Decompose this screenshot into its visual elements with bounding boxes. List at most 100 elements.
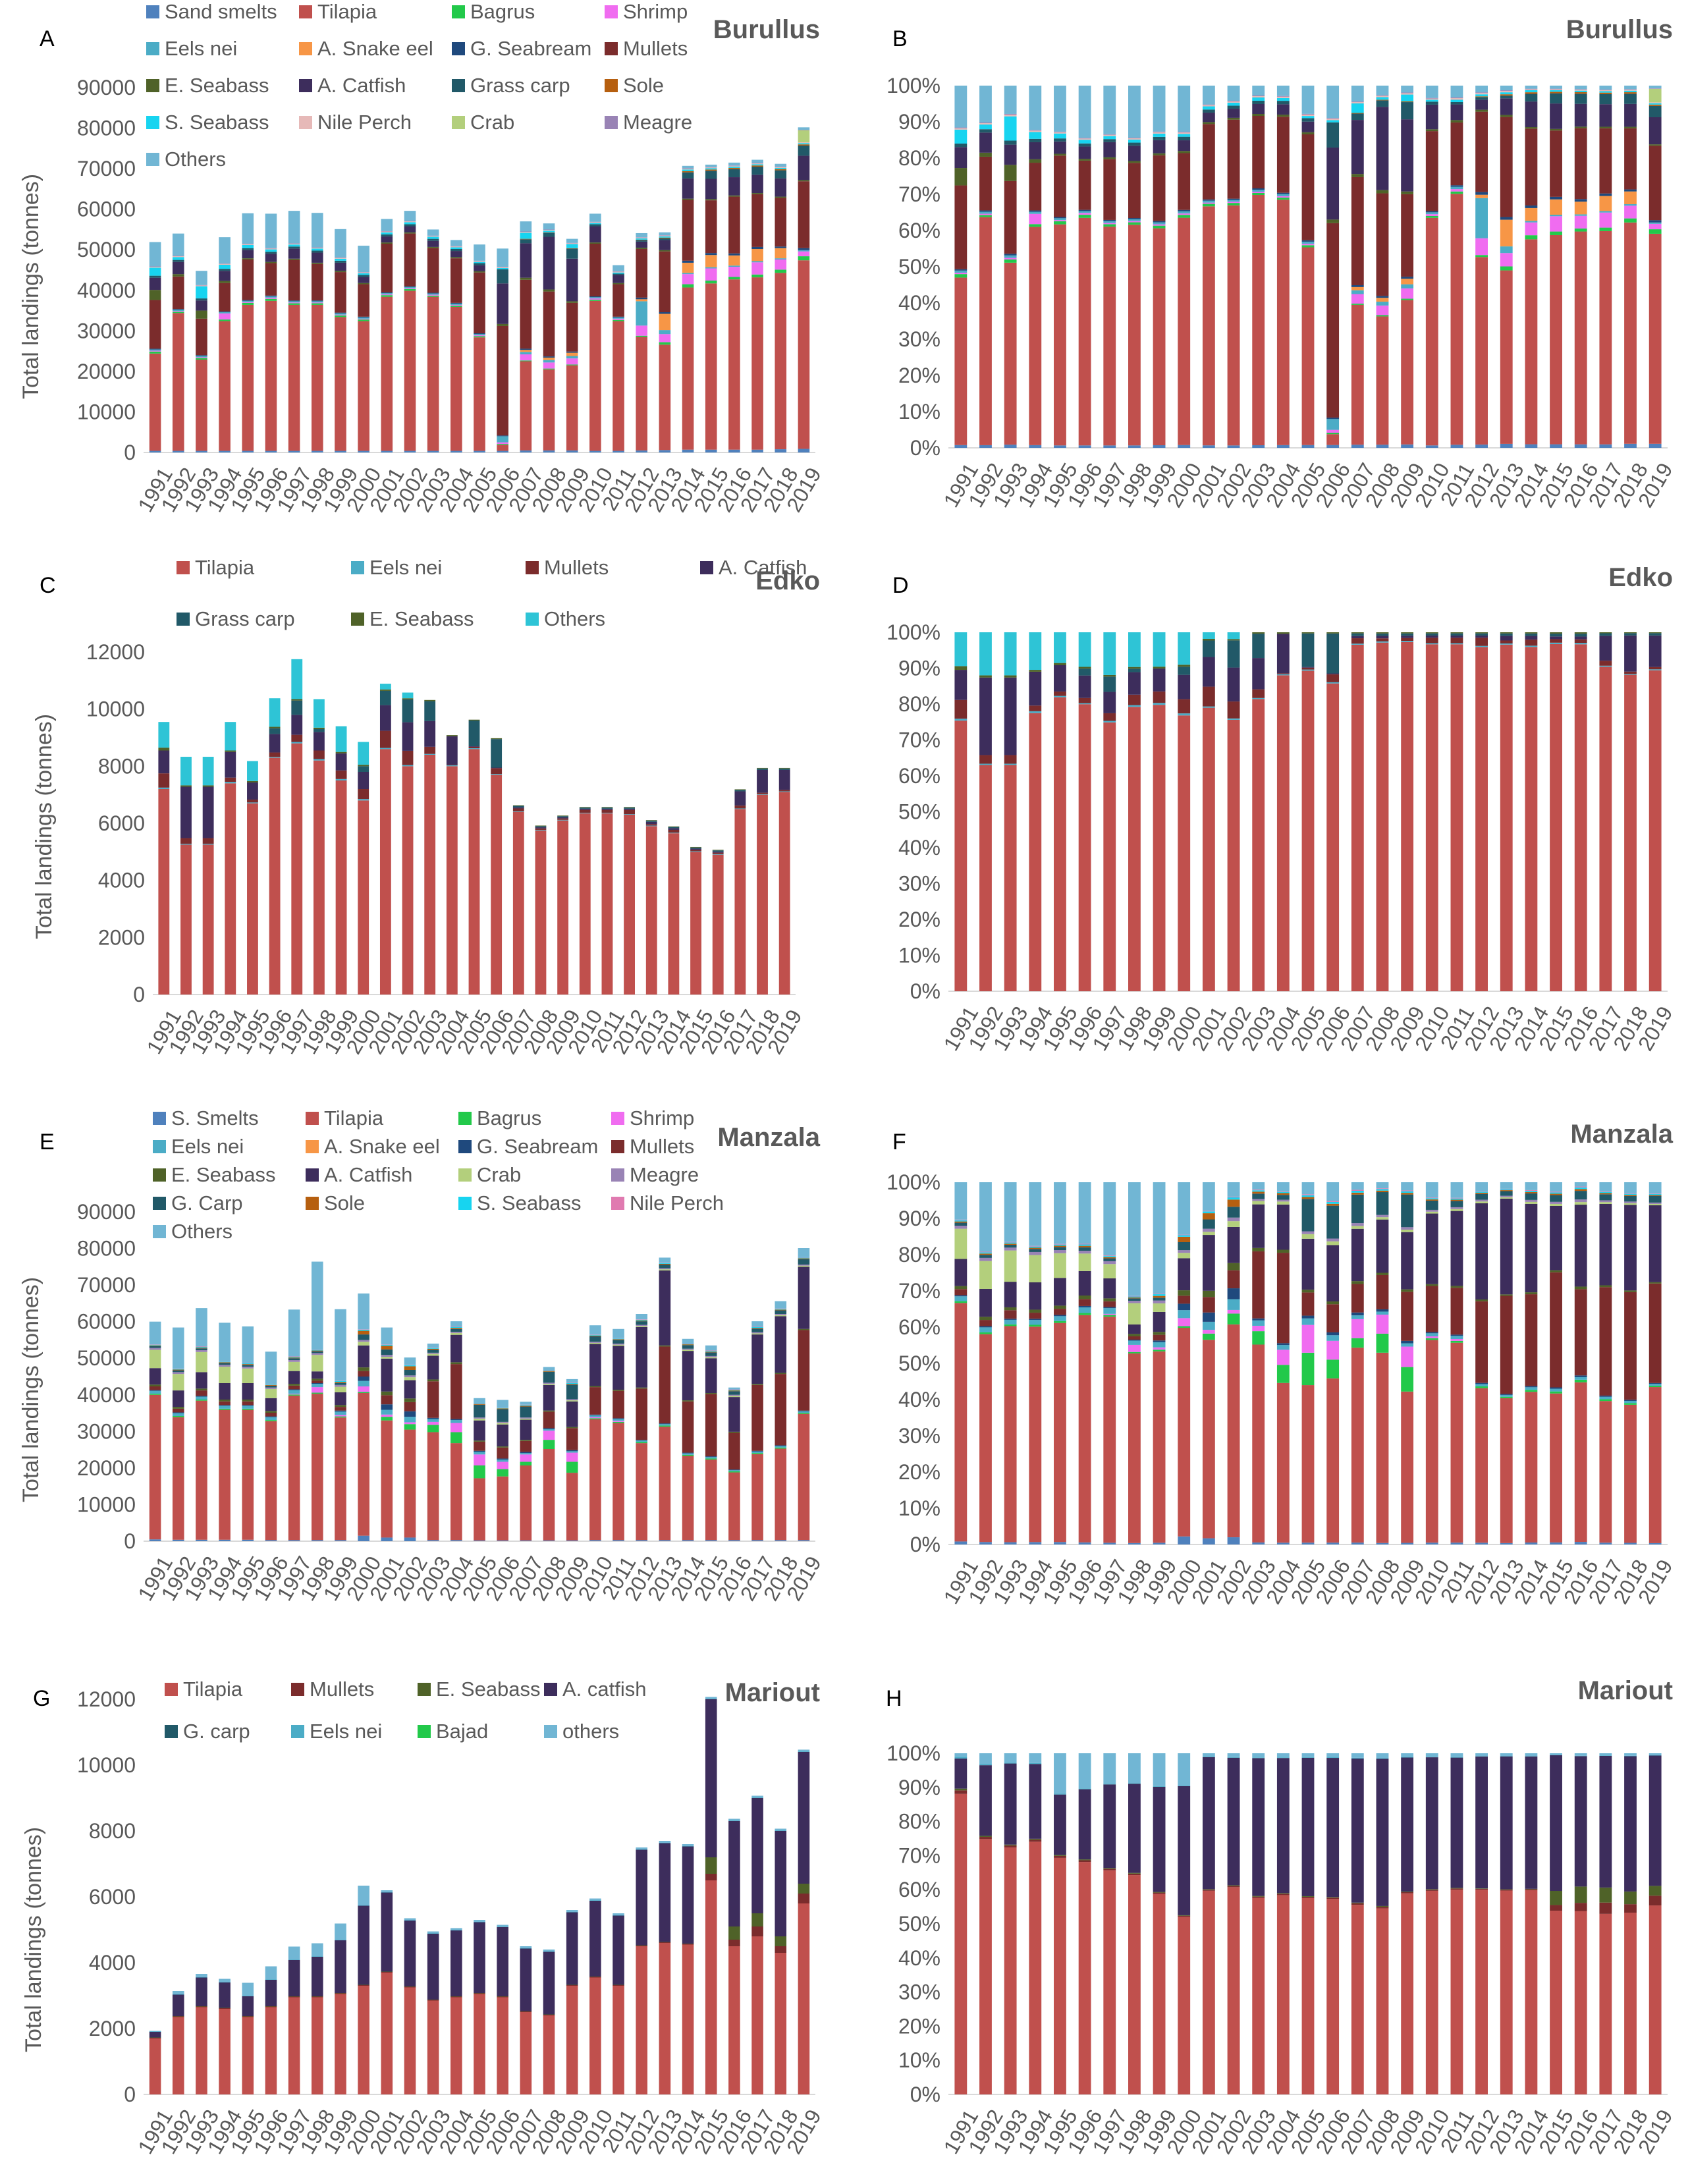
bar-segment	[979, 156, 992, 211]
bar-segment	[1227, 86, 1240, 101]
bar-segment	[1178, 1917, 1191, 2094]
bar-segment	[1078, 215, 1091, 218]
bar-segment	[1054, 221, 1066, 225]
bar-segment	[1276, 1191, 1290, 1193]
bar-stack-1994	[1029, 1753, 1042, 2094]
bar-stack-2008	[1376, 1182, 1389, 1544]
bar-segment	[497, 1458, 508, 1460]
bar-segment	[1599, 227, 1612, 231]
bar-segment	[1624, 222, 1637, 444]
bar-segment	[751, 1334, 763, 1384]
bar-segment	[636, 1849, 647, 1850]
bar-segment	[1475, 92, 1488, 94]
bar-segment	[954, 719, 968, 721]
bar-segment	[1624, 443, 1637, 448]
bar-segment	[427, 1425, 439, 1433]
bar-segment	[589, 1418, 601, 1419]
bar-segment	[728, 162, 740, 166]
bar-segment	[1054, 445, 1066, 448]
bar-segment	[1178, 667, 1191, 675]
bar-segment	[313, 760, 325, 995]
bar-segment	[535, 828, 547, 830]
bar-segment	[520, 1404, 532, 1406]
bar-segment	[589, 221, 601, 223]
bar-segment	[196, 286, 207, 299]
bar-segment	[979, 1253, 992, 1255]
bar-segment	[335, 770, 347, 779]
bar-segment	[1103, 721, 1116, 723]
y-tick-label: 70000	[77, 1273, 136, 1297]
bar-segment	[1550, 89, 1562, 90]
bar-segment	[1227, 1757, 1240, 1758]
bar-segment	[1252, 1191, 1265, 1194]
bar-segment	[1252, 699, 1265, 991]
bar-segment	[1004, 445, 1017, 448]
bar-segment	[1401, 1232, 1414, 1290]
bar-segment	[381, 1973, 393, 2094]
bar-segment	[312, 1384, 323, 1388]
bar-segment	[1227, 205, 1240, 446]
lake-title: Mariout	[725, 1678, 820, 1707]
bar-segment	[1178, 1296, 1191, 1304]
bar-segment	[1649, 1387, 1662, 1543]
bar-segment	[1227, 1885, 1240, 1886]
bar-segment	[1425, 1338, 1438, 1340]
bar-segment	[682, 287, 694, 450]
bar-segment	[1178, 1327, 1191, 1537]
bar-segment	[1276, 96, 1290, 97]
bar-segment	[1500, 443, 1513, 448]
bar-segment	[1574, 632, 1587, 634]
bar-segment	[312, 1355, 323, 1372]
legend-entry: A. Catfish	[317, 74, 406, 97]
bar-segment	[196, 355, 207, 356]
bar-segment	[1326, 122, 1340, 148]
bar-stack-2006	[491, 738, 503, 995]
bar-segment	[659, 314, 671, 331]
bar-segment	[775, 170, 787, 178]
bar-segment	[682, 1453, 694, 1455]
bar-segment	[1475, 86, 1488, 93]
bar-segment	[1178, 153, 1191, 210]
bar-segment	[1301, 113, 1315, 115]
bar-segment	[1351, 1759, 1364, 1903]
bar-segment	[1004, 675, 1017, 678]
bar-stack-2019	[1649, 632, 1662, 991]
bar-segment	[954, 129, 968, 144]
bar-segment	[474, 333, 485, 335]
bar-segment	[288, 1996, 300, 1998]
bar-segment	[288, 1357, 300, 1359]
bar-segment	[1500, 253, 1513, 267]
bar-segment	[1128, 1353, 1141, 1543]
bar-segment	[1624, 1755, 1637, 1757]
bar-segment	[1649, 633, 1662, 636]
bar-segment	[954, 1228, 968, 1259]
bar-segment	[265, 248, 277, 249]
bar-segment	[1326, 418, 1340, 420]
bar-segment	[1574, 1202, 1587, 1205]
bar-segment	[613, 1423, 624, 1541]
bar-segment	[566, 450, 578, 452]
bar-segment	[196, 2006, 207, 2007]
bar-segment	[1153, 86, 1166, 132]
bar-segment	[1202, 1330, 1215, 1334]
bar-segment	[690, 846, 701, 848]
legend-swatch	[418, 1683, 431, 1696]
bar-segment	[682, 169, 694, 171]
bar-segment	[180, 838, 192, 844]
bar-segment	[404, 288, 416, 289]
bar-stack-2014	[682, 1844, 694, 2094]
bar-segment	[682, 198, 694, 200]
bar-segment	[404, 233, 416, 287]
bar-segment	[1178, 674, 1191, 699]
bar-stack-2011	[1450, 632, 1463, 991]
bar-segment	[1425, 1336, 1438, 1338]
bar-segment	[474, 1440, 485, 1442]
bar-segment	[288, 1540, 300, 1541]
bar-segment	[1525, 1199, 1538, 1202]
bar-segment	[149, 242, 161, 267]
bar-segment	[474, 271, 485, 273]
bar-segment	[705, 255, 717, 267]
bar-segment	[775, 1448, 787, 1541]
bar-segment	[728, 1926, 740, 1940]
